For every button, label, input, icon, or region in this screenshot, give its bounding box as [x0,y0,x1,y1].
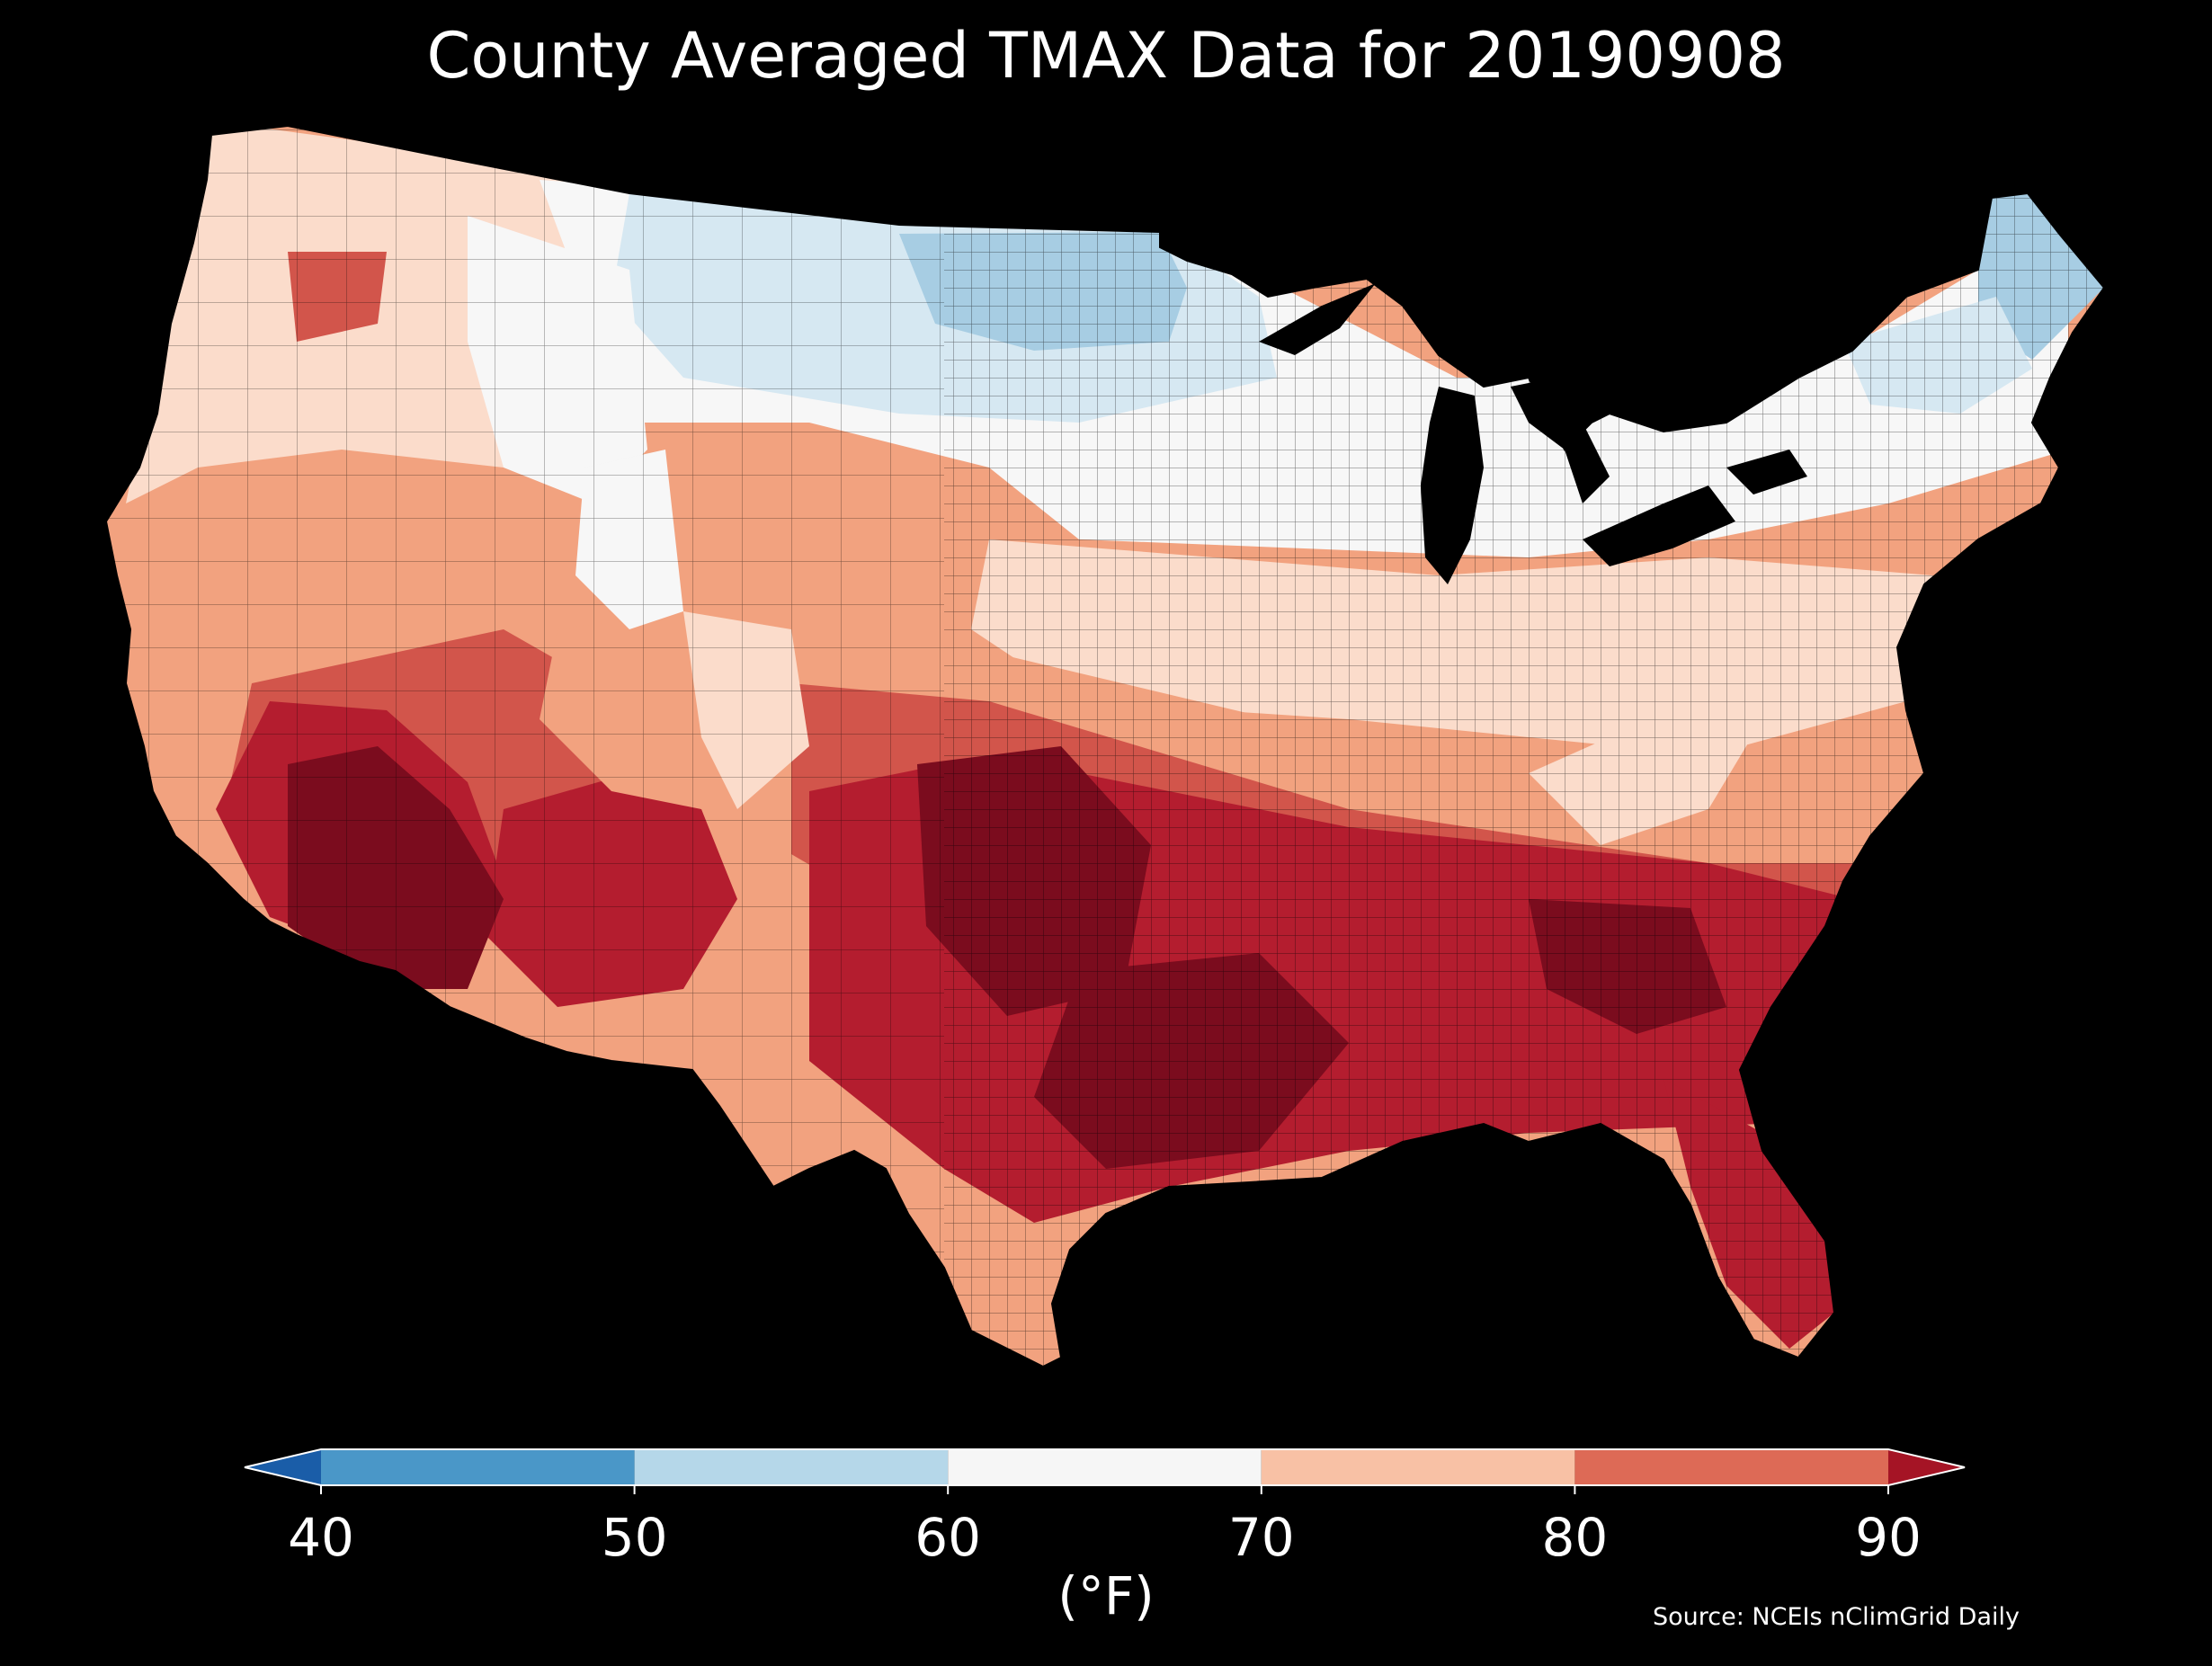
colorbar-tick-label: 60 [914,1507,981,1568]
colorbar-tick-label: 50 [602,1507,668,1568]
colorbar-bin [321,1449,635,1485]
colorbar-bin [1574,1449,1888,1485]
great-lakes [1259,283,1807,584]
map-title: County Averaged TMAX Data for 20190908 [426,19,1786,93]
colorbar-bin [1261,1449,1575,1485]
colorbar-bin [948,1449,1262,1485]
colorbar-unit-label: (°F) [1057,1565,1155,1626]
colorbar-tick-label: 80 [1541,1507,1608,1568]
colorbar-extend-low [245,1449,321,1485]
colorbar-extend-high [1888,1449,1965,1485]
colorbar-tick-label: 40 [288,1507,354,1568]
colorbar-tick-label: 90 [1855,1507,1922,1568]
colorbar-tick-label: 70 [1228,1507,1295,1568]
source-credit: Source: NCEIs nClimGrid Daily [1653,1603,2020,1631]
colorbar-bin [634,1449,949,1485]
